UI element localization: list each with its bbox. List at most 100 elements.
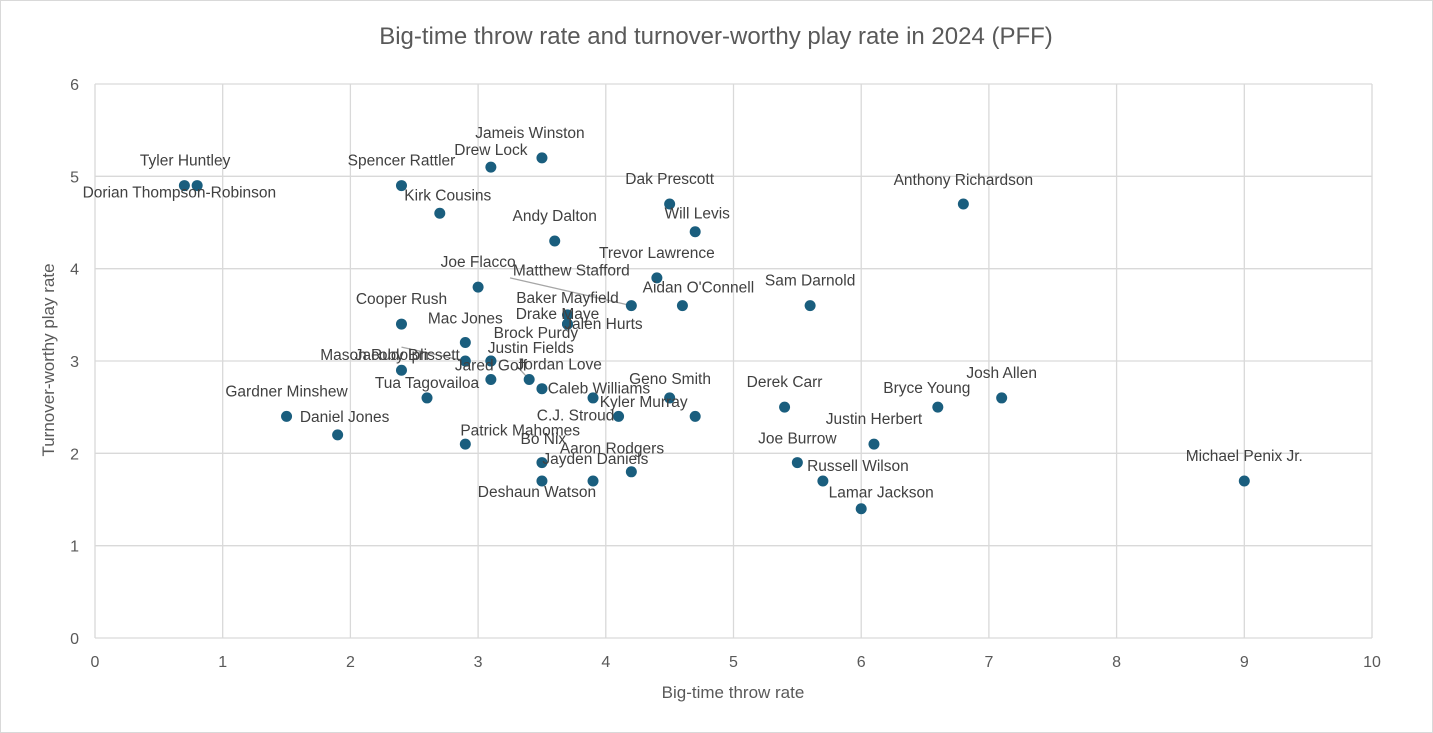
data-points: [178, 152, 1250, 515]
point-label: Joe Flacco: [441, 254, 516, 271]
y-tick-label: 0: [70, 631, 79, 648]
leader-line: [401, 346, 466, 362]
point-label: Kirk Cousins: [404, 187, 491, 204]
data-point: [689, 226, 701, 238]
y-tick-label: 5: [70, 169, 79, 186]
data-point: [472, 281, 484, 293]
data-point: [395, 180, 407, 192]
point-label: Geno Smith: [629, 371, 711, 388]
point-label: Mason Rudolph: [320, 347, 429, 364]
point-labels: Tyler Huntley Dorian Thompson-Robinson Spe…: [83, 125, 1303, 502]
data-point: [664, 198, 676, 210]
point-label: Lamar Jackson: [829, 485, 934, 502]
data-point: [459, 355, 471, 367]
point-label: Spencer Rattler: [348, 153, 456, 170]
data-point: [421, 392, 433, 404]
point-label: Daniel Jones: [300, 409, 390, 426]
y-tick-label: 4: [70, 262, 79, 279]
y-tick-label: 1: [70, 539, 79, 556]
point-label: Drew Lock: [454, 142, 527, 159]
x-tick-label: 5: [729, 654, 738, 671]
data-point: [779, 401, 791, 413]
point-label: Deshaun Watson: [478, 484, 596, 501]
point-label: Drake Maye: [516, 306, 600, 323]
data-point: [536, 383, 548, 395]
point-label: Dorian Thompson-Robinson: [83, 185, 277, 202]
data-point: [587, 475, 599, 487]
point-label: Aidan O'Connell: [643, 280, 755, 297]
y-tick-label: 2: [70, 446, 79, 463]
point-label: Kyler Murray: [600, 394, 688, 411]
point-label: Jordan Love: [517, 356, 602, 373]
point-label: Brock Purdy: [494, 325, 579, 342]
leader-line: [509, 277, 632, 307]
data-point: [281, 410, 293, 422]
point-label: Jameis Winston: [475, 125, 584, 142]
chart-title: Big-time throw rate and turnover-worthy …: [379, 23, 1053, 50]
point-label: C.J. Stroud: [537, 407, 615, 424]
data-point: [485, 373, 497, 385]
point-label: Andy Dalton: [512, 208, 596, 225]
x-axis-title: Big-time throw rate: [662, 683, 805, 702]
x-tick-label: 6: [857, 654, 866, 671]
point-label: Bryce Young: [883, 380, 970, 397]
point-label: Gardner Minshew: [225, 383, 348, 400]
data-point: [395, 364, 407, 376]
point-label: Aaron Rodgers: [560, 441, 665, 458]
data-point: [523, 373, 535, 385]
x-tick-label: 10: [1363, 654, 1381, 671]
data-point: [817, 475, 829, 487]
point-label: Dak Prescott: [625, 171, 714, 188]
point-label: Cooper Rush: [356, 291, 447, 308]
data-point: [561, 309, 573, 321]
point-label: Patrick Mahomes: [460, 422, 580, 439]
point-label: Jacoby Brissett: [355, 347, 461, 364]
point-label: Baker Mayfield: [516, 290, 619, 307]
point-label: Jayden Daniels: [542, 451, 648, 468]
point-label: Caleb Williams: [548, 381, 651, 398]
data-point: [625, 466, 637, 478]
data-point: [178, 180, 190, 192]
y-tick-label: 6: [70, 77, 79, 94]
data-point: [536, 457, 548, 469]
point-label: Matthew Stafford: [513, 263, 630, 280]
point-label: Jalen Hurts: [564, 316, 643, 333]
x-tick-label: 3: [474, 654, 483, 671]
data-point: [868, 438, 880, 450]
y-axis-title: Turnover-worthy play rate: [39, 263, 58, 456]
data-point: [932, 401, 944, 413]
data-point: [996, 392, 1008, 404]
data-point: [587, 392, 599, 404]
point-label: Michael Penix Jr.: [1186, 448, 1303, 465]
x-tick-label: 8: [1112, 654, 1121, 671]
data-point: [459, 438, 471, 450]
data-point: [664, 392, 676, 404]
point-label: Bo Nix: [521, 431, 567, 448]
data-point: [676, 300, 688, 312]
x-tick-label: 0: [91, 654, 100, 671]
point-label: Josh Allen: [966, 365, 1037, 382]
point-label: Joe Burrow: [758, 431, 837, 448]
data-point: [791, 457, 803, 469]
point-label: Tua Tagovailoa: [375, 375, 480, 392]
x-tick-label: 1: [218, 654, 227, 671]
x-tick-label: 9: [1240, 654, 1249, 671]
data-point: [561, 318, 573, 330]
gridlines: [94, 83, 1373, 639]
x-tick-label: 4: [601, 654, 610, 671]
data-point: [395, 318, 407, 330]
point-label: Justin Herbert: [826, 411, 923, 428]
point-label: Tyler Huntley: [140, 153, 231, 170]
data-point: [434, 207, 446, 219]
point-label: Mac Jones: [428, 311, 503, 328]
point-label: Trevor Lawrence: [599, 245, 715, 262]
x-tick-label: 2: [346, 654, 355, 671]
data-point: [957, 198, 969, 210]
data-point: [332, 429, 344, 441]
data-point: [485, 161, 497, 173]
point-label: Anthony Richardson: [894, 172, 1034, 189]
data-point: [651, 272, 663, 284]
data-point: [855, 503, 867, 515]
